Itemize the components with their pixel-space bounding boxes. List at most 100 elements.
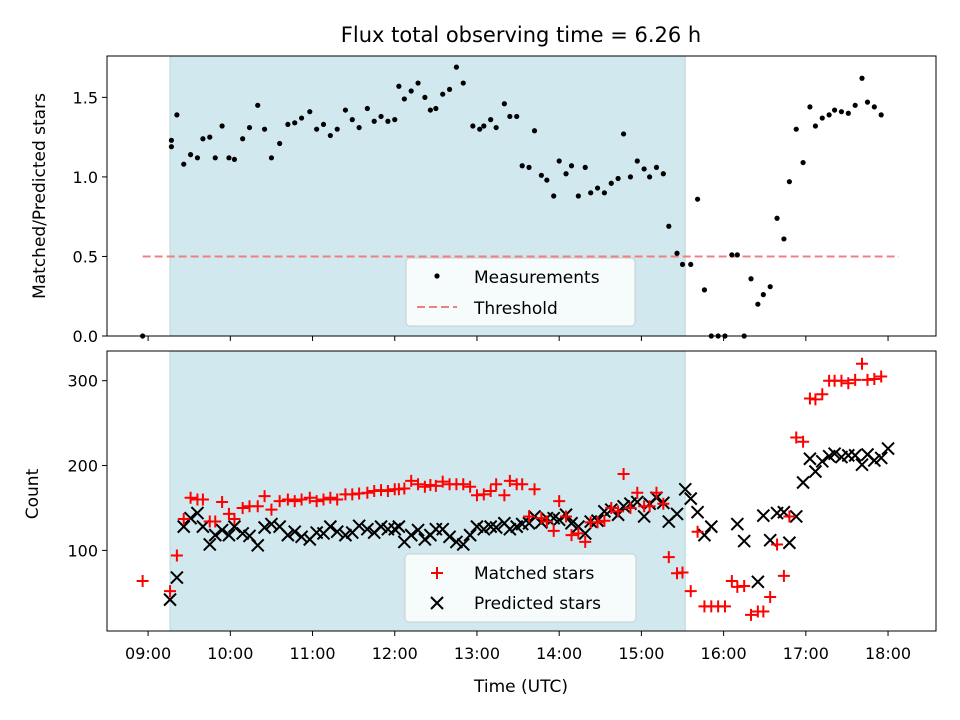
matched-star-marker [265, 503, 278, 516]
top-y-tick-label: 1.5 [73, 88, 98, 107]
x-axis-label: Time (UTC) [473, 677, 568, 697]
matched-star-marker [457, 478, 470, 491]
predicted-star-marker [264, 517, 279, 531]
matched-star-marker [624, 501, 637, 514]
measurement-point [729, 252, 735, 258]
measurement-point [392, 117, 398, 123]
predicted-star-marker [170, 570, 184, 585]
measurement-point [774, 215, 780, 221]
predicted-star-marker [330, 525, 344, 539]
bottom-x-tick-label: 18:00 [865, 644, 911, 663]
measurement-point [401, 96, 407, 102]
top-legend-box [405, 257, 636, 327]
measurement-point [588, 190, 594, 196]
matched-star-marker [643, 500, 656, 513]
measurement-point [760, 292, 766, 298]
measurement-point [807, 104, 813, 110]
bottom-x-tick-label: 09:00 [125, 644, 171, 663]
matched-star-marker [875, 370, 888, 383]
predicted-star-marker [215, 523, 229, 537]
predicted-star-marker [251, 538, 265, 553]
bottom-x-tick-label: 17:00 [783, 644, 829, 663]
matched-star-marker [464, 480, 477, 493]
matched-star-marker [209, 515, 222, 528]
measurement-point [701, 287, 708, 293]
measurement-point [356, 124, 362, 131]
measurements-legend-marker [434, 273, 440, 279]
matched-star-marker [310, 495, 323, 508]
matched-star-marker [612, 505, 625, 518]
measurement-point [575, 193, 581, 199]
bottom-x-tick-label: 12:00 [372, 644, 418, 663]
measurement-point [538, 172, 544, 178]
measurement-point [852, 102, 858, 108]
measurement-point [526, 164, 532, 170]
matched-star-marker [842, 377, 855, 390]
matched-star-marker [591, 516, 604, 529]
predicted-star-marker [704, 519, 718, 534]
matched-star-marker [764, 591, 777, 604]
measurement-point [800, 159, 806, 166]
matched-star-marker [738, 580, 751, 593]
measurement-point [864, 99, 871, 105]
matched-star-marker [783, 510, 796, 523]
matched-star-marker [790, 431, 803, 444]
matched-star-marker [177, 513, 190, 525]
measurement-point [666, 223, 672, 229]
measurement-point [364, 105, 370, 112]
predicted-star-marker [463, 528, 477, 542]
predicted-star-marker [684, 491, 698, 506]
matched-star-marker [295, 493, 308, 506]
measurement-point [514, 113, 520, 120]
measurement-point [819, 115, 825, 121]
top-y-axis-label: Matched/Predicted stars [30, 93, 50, 299]
measurement-point [207, 134, 213, 140]
measurement-point [531, 128, 538, 134]
matched-star-marker [553, 495, 566, 508]
measurement-point [748, 276, 754, 282]
matched-star-marker [691, 525, 704, 538]
matched-legend-marker [431, 567, 443, 579]
measurement-point [226, 155, 232, 161]
matched-star-marker [317, 493, 330, 506]
measurement-point [408, 88, 414, 94]
predicted-star-marker [564, 516, 579, 530]
matched-star-marker [184, 491, 197, 504]
predicted-star-marker [815, 454, 829, 469]
measurement-point [477, 126, 483, 132]
measurement-point [470, 123, 476, 129]
matched-star-marker [281, 493, 294, 506]
matched-star-marker [745, 608, 758, 621]
predicted-star-marker [177, 519, 191, 534]
matched-star-marker [598, 514, 611, 527]
predicted-star-marker [730, 517, 745, 531]
matched-star-marker [303, 491, 316, 504]
measurement-point [755, 301, 761, 307]
measurement-point [212, 155, 218, 161]
measurement-point [187, 152, 194, 158]
matched-star-marker [251, 500, 264, 513]
measurement-point [563, 171, 569, 177]
matched-star-marker [797, 435, 810, 448]
measurement-point [433, 105, 439, 112]
measurement-point [694, 196, 701, 202]
predicted-star-marker [442, 530, 457, 544]
matched-star-marker [816, 388, 829, 401]
bottom-x-ticks: 09:00 10:00 11:00 12:00 13:00 14:00 15:00 16:00… [125, 631, 911, 663]
matched-star-marker [868, 373, 881, 385]
measurement-point [292, 120, 298, 126]
matched-star-marker [725, 574, 738, 587]
matched-star-marker [547, 524, 560, 537]
matched-star-marker [222, 507, 235, 520]
measurement-point [174, 112, 180, 118]
predicted-star-marker [323, 519, 338, 534]
measurement-point [327, 132, 333, 139]
predicted-star-markers [163, 441, 895, 607]
predicted-star-marker [881, 441, 895, 456]
measurement-point [781, 236, 787, 242]
predicted-star-marker [670, 507, 684, 521]
bottom-y-tick-label: 300 [67, 372, 98, 391]
bottom-panel: 100 200 300 09:00 10:00 11:00 12:00 13:00 14:00… [23, 350, 937, 697]
measurement-point [507, 113, 513, 120]
measurement-point [200, 136, 206, 142]
